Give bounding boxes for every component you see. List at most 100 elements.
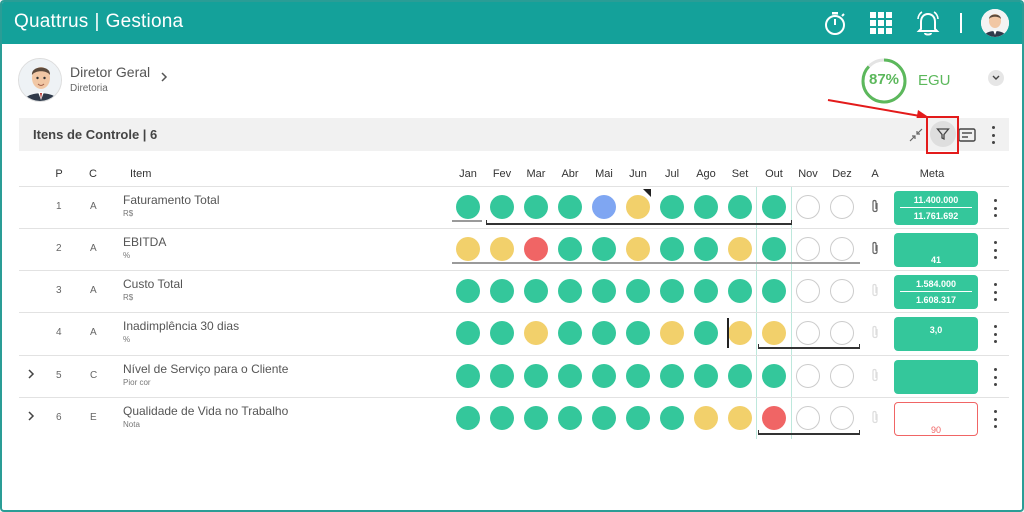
chevron-down-icon[interactable] bbox=[988, 70, 1004, 86]
meta-badge[interactable]: 11.400.000 11.761.692 bbox=[894, 191, 978, 225]
status-dot[interactable] bbox=[592, 279, 616, 303]
status-dot[interactable] bbox=[626, 406, 650, 430]
status-dot[interactable] bbox=[762, 195, 786, 219]
avatar[interactable] bbox=[981, 9, 1009, 37]
card-view-icon[interactable] bbox=[958, 126, 976, 144]
item-name[interactable]: Qualidade de Vida no Trabalho bbox=[123, 404, 289, 418]
collapse-icon[interactable] bbox=[907, 126, 925, 144]
status-dot[interactable] bbox=[830, 406, 854, 430]
table-row[interactable]: 2 A EBITDA% 41 bbox=[19, 228, 1009, 270]
status-dot[interactable] bbox=[694, 406, 718, 430]
status-dot[interactable] bbox=[660, 406, 684, 430]
meta-badge[interactable]: 41 bbox=[894, 233, 978, 267]
status-dot[interactable] bbox=[456, 321, 480, 345]
status-dot[interactable] bbox=[456, 364, 480, 388]
attachment-icon[interactable] bbox=[870, 241, 880, 260]
status-dot[interactable] bbox=[762, 321, 786, 345]
status-dot[interactable] bbox=[524, 321, 548, 345]
chevron-right-icon[interactable] bbox=[160, 70, 168, 86]
expand-chevron-icon[interactable] bbox=[27, 368, 35, 383]
col-header-month[interactable]: Nov bbox=[798, 168, 818, 180]
attachment-icon[interactable] bbox=[870, 410, 880, 429]
bell-icon[interactable] bbox=[913, 8, 943, 38]
status-dot[interactable] bbox=[490, 364, 514, 388]
status-dot[interactable] bbox=[830, 321, 854, 345]
meta-badge[interactable]: 90 bbox=[894, 402, 978, 436]
status-dot[interactable] bbox=[626, 237, 650, 261]
status-dot[interactable] bbox=[490, 237, 514, 261]
status-dot[interactable] bbox=[660, 237, 684, 261]
status-dot[interactable] bbox=[558, 237, 582, 261]
status-dot[interactable] bbox=[558, 195, 582, 219]
stopwatch-icon[interactable] bbox=[820, 8, 850, 38]
row-more-options-icon[interactable] bbox=[991, 410, 999, 428]
status-dot[interactable] bbox=[456, 406, 480, 430]
col-header-month[interactable]: Abr bbox=[561, 168, 579, 180]
item-name[interactable]: Faturamento Total bbox=[123, 193, 220, 207]
col-header-c[interactable]: C bbox=[89, 168, 97, 180]
row-more-options-icon[interactable] bbox=[991, 283, 999, 301]
status-dot[interactable] bbox=[762, 364, 786, 388]
item-name[interactable]: Nível de Serviço para o Cliente bbox=[123, 362, 289, 376]
item-name[interactable]: Inadimplência 30 dias bbox=[123, 319, 240, 333]
status-dot[interactable] bbox=[694, 364, 718, 388]
status-dot[interactable] bbox=[490, 279, 514, 303]
attachment-icon[interactable] bbox=[870, 325, 880, 344]
meta-badge[interactable]: 1.584.000 1.608.317 bbox=[894, 275, 978, 309]
status-dot[interactable] bbox=[660, 321, 684, 345]
status-dot[interactable] bbox=[694, 237, 718, 261]
status-dot[interactable] bbox=[796, 406, 820, 430]
row-more-options-icon[interactable] bbox=[991, 325, 999, 343]
col-header-month[interactable]: Jan bbox=[459, 168, 477, 180]
row-more-options-icon[interactable] bbox=[991, 241, 999, 259]
status-dot[interactable] bbox=[728, 406, 752, 430]
status-dot[interactable] bbox=[728, 237, 752, 261]
status-dot[interactable] bbox=[456, 279, 480, 303]
col-header-item[interactable]: Item bbox=[130, 168, 152, 180]
status-dot[interactable] bbox=[524, 237, 548, 261]
col-header-month[interactable]: Jul bbox=[664, 168, 680, 180]
app-brand[interactable]: Quattrus | Gestiona bbox=[14, 11, 183, 33]
status-dot[interactable] bbox=[626, 279, 650, 303]
status-dot[interactable] bbox=[762, 279, 786, 303]
table-row[interactable]: 3 A Custo Total R$ 1.584.000 1.608.317 bbox=[19, 270, 1009, 312]
status-dot[interactable] bbox=[592, 237, 616, 261]
table-row[interactable]: 1 A Faturamento Total R$ 11.400.000 11.761.69… bbox=[19, 186, 1009, 228]
status-dot[interactable] bbox=[796, 321, 820, 345]
meta-badge[interactable] bbox=[894, 360, 978, 394]
row-more-options-icon[interactable] bbox=[991, 199, 999, 217]
table-row[interactable]: 6 E Qualidade de Vida no Trabalho Nota 90 bbox=[19, 397, 1009, 439]
col-header-p[interactable]: P bbox=[55, 168, 63, 180]
status-dot[interactable] bbox=[728, 279, 752, 303]
status-dot[interactable] bbox=[694, 279, 718, 303]
status-dot[interactable] bbox=[524, 279, 548, 303]
apps-grid-icon[interactable] bbox=[866, 8, 896, 38]
col-header-month[interactable]: Jun bbox=[629, 168, 647, 180]
status-dot[interactable] bbox=[830, 279, 854, 303]
status-dot[interactable] bbox=[796, 364, 820, 388]
status-dot[interactable] bbox=[796, 237, 820, 261]
meta-badge[interactable]: 3,0 bbox=[894, 317, 978, 351]
attachment-icon[interactable] bbox=[870, 283, 880, 302]
status-dot[interactable] bbox=[456, 237, 480, 261]
col-header-month[interactable]: Mai bbox=[595, 168, 613, 180]
status-dot[interactable] bbox=[626, 195, 650, 219]
status-dot[interactable] bbox=[524, 406, 548, 430]
status-dot[interactable] bbox=[490, 321, 514, 345]
expand-chevron-icon[interactable] bbox=[27, 410, 35, 425]
status-dot[interactable] bbox=[796, 195, 820, 219]
status-dot[interactable] bbox=[728, 321, 752, 345]
status-dot[interactable] bbox=[626, 364, 650, 388]
status-dot[interactable] bbox=[660, 364, 684, 388]
status-dot[interactable] bbox=[830, 237, 854, 261]
status-dot[interactable] bbox=[558, 364, 582, 388]
table-row[interactable]: 4 A Inadimplência 30 dias% 3,0 bbox=[19, 312, 1009, 354]
item-name[interactable]: EBITDA bbox=[123, 235, 167, 249]
status-dot[interactable] bbox=[694, 321, 718, 345]
col-header-a[interactable]: A bbox=[871, 168, 879, 180]
status-dot[interactable] bbox=[660, 279, 684, 303]
status-dot[interactable] bbox=[558, 406, 582, 430]
col-header-month[interactable]: Out bbox=[765, 168, 783, 180]
table-row[interactable]: 5 C Nível de Serviço para o Cliente Pior co… bbox=[19, 355, 1009, 397]
status-dot[interactable] bbox=[626, 321, 650, 345]
